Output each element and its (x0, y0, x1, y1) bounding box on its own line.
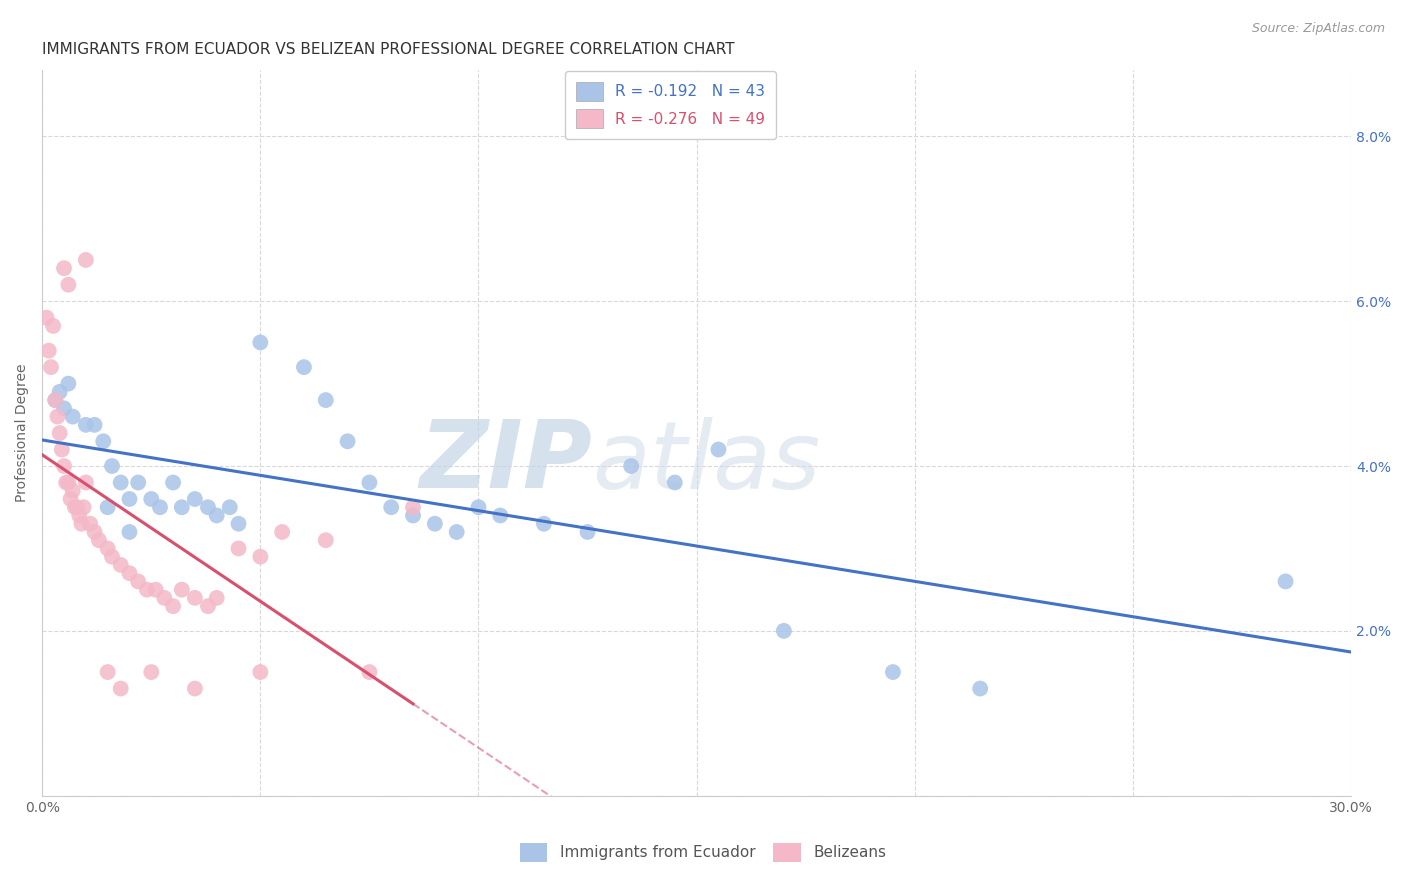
Point (110, 558, 132, 572)
Point (44, 393, 66, 408)
Point (423, 516, 446, 531)
Point (336, 434, 359, 449)
Point (249, 665, 271, 679)
Point (66, 500, 89, 515)
Point (75, 417, 97, 432)
Point (75, 475, 97, 490)
Point (489, 508, 512, 523)
Point (402, 500, 425, 515)
Point (58, 475, 80, 490)
Point (184, 591, 207, 605)
Point (127, 574, 149, 589)
Point (97, 541, 120, 556)
Point (249, 335, 271, 350)
Point (63, 500, 86, 515)
Point (162, 475, 184, 490)
Point (62, 483, 84, 498)
Point (145, 582, 167, 597)
Point (664, 475, 686, 490)
Point (315, 533, 337, 548)
Point (380, 500, 402, 515)
Point (118, 566, 141, 581)
Point (91, 434, 114, 449)
Point (205, 508, 228, 523)
Point (53, 401, 76, 416)
Legend: Immigrants from Ecuador, Belizeans: Immigrants from Ecuador, Belizeans (513, 837, 893, 868)
Point (141, 665, 163, 679)
Point (38, 343, 60, 358)
Point (205, 591, 228, 605)
Point (110, 681, 132, 696)
Point (97, 665, 120, 679)
Point (228, 541, 250, 556)
Point (55, 475, 77, 490)
Point (101, 549, 124, 564)
Point (62, 409, 84, 424)
Point (67, 508, 90, 523)
Text: atlas: atlas (592, 417, 820, 508)
Y-axis label: Professional Degree: Professional Degree (15, 364, 30, 502)
Text: ZIP: ZIP (419, 416, 592, 508)
Point (359, 665, 381, 679)
Point (149, 500, 172, 515)
Point (48, 384, 70, 399)
Point (707, 442, 730, 457)
Point (197, 500, 219, 515)
Point (446, 524, 468, 539)
Point (59, 491, 82, 506)
Point (197, 599, 219, 614)
Point (249, 549, 271, 564)
Point (969, 681, 991, 696)
Point (533, 516, 555, 531)
Point (402, 508, 425, 523)
Point (576, 524, 599, 539)
Point (39, 360, 62, 375)
Point (127, 475, 149, 490)
Point (58, 376, 80, 391)
Point (46, 409, 69, 424)
Point (53, 261, 76, 276)
Point (292, 360, 315, 375)
Point (44, 393, 66, 408)
Legend: R = -0.192   N = 43, R = -0.276   N = 49: R = -0.192 N = 43, R = -0.276 N = 49 (565, 70, 776, 139)
Point (75, 252, 97, 267)
Point (53, 458, 76, 473)
Point (141, 491, 163, 506)
Point (72, 500, 94, 515)
Point (271, 524, 294, 539)
Point (58, 277, 80, 292)
Point (48, 425, 70, 440)
Point (97, 500, 120, 515)
Point (170, 500, 193, 515)
Point (101, 458, 124, 473)
Point (315, 393, 337, 408)
Point (170, 582, 193, 597)
Point (83, 524, 105, 539)
Point (135, 582, 157, 597)
Point (620, 458, 643, 473)
Point (184, 681, 207, 696)
Point (1274, 574, 1296, 589)
Point (70, 516, 93, 531)
Point (118, 491, 141, 506)
Point (83, 417, 105, 432)
Point (35, 310, 58, 325)
Point (118, 524, 141, 539)
Text: IMMIGRANTS FROM ECUADOR VS BELIZEAN PROFESSIONAL DEGREE CORRELATION CHART: IMMIGRANTS FROM ECUADOR VS BELIZEAN PROF… (42, 42, 735, 57)
Point (218, 500, 240, 515)
Point (467, 500, 489, 515)
Point (153, 591, 176, 605)
Point (42, 318, 65, 333)
Point (184, 491, 207, 506)
Point (773, 624, 796, 638)
Point (51, 442, 73, 457)
Point (79, 516, 101, 531)
Point (162, 599, 184, 614)
Text: Source: ZipAtlas.com: Source: ZipAtlas.com (1251, 22, 1385, 36)
Point (882, 665, 904, 679)
Point (228, 516, 250, 531)
Point (359, 475, 381, 490)
Point (87, 533, 110, 548)
Point (110, 475, 132, 490)
